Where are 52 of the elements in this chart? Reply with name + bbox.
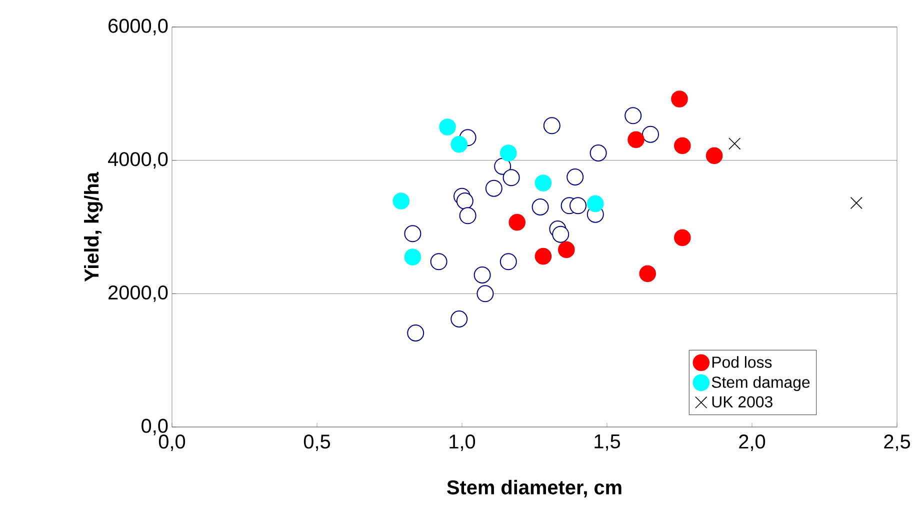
x-tick-label: 1,0 [450, 434, 476, 451]
y-tick-label: 4000,0 [108, 152, 168, 169]
y-axis-title: Yield, kg/ha [84, 172, 103, 282]
point [587, 195, 604, 212]
point [439, 118, 456, 136]
point [570, 197, 587, 214]
x-tick-label: 2,0 [739, 434, 766, 451]
point [500, 253, 517, 270]
point [566, 168, 584, 186]
point [407, 324, 424, 342]
point [502, 169, 520, 186]
point [534, 174, 552, 192]
x-tick-label: 0,5 [304, 434, 330, 451]
point [508, 214, 526, 231]
y-tick-label: 6000,0 [108, 18, 168, 36]
legend-label: Pod loss [712, 356, 772, 368]
point [476, 285, 494, 302]
x-tick-label: 0,0 [158, 434, 186, 451]
y-tick-label: 0,0 [142, 418, 168, 436]
point [450, 310, 468, 328]
point [543, 117, 560, 134]
point [404, 248, 422, 266]
point [639, 265, 656, 282]
point [850, 196, 862, 210]
point [552, 226, 570, 243]
legend-label: Stem damage [712, 376, 810, 392]
y-tick-label: 2000,0 [108, 285, 168, 302]
point [485, 180, 502, 197]
point [706, 147, 723, 164]
point [624, 107, 642, 124]
x-axis-title: Stem diameter, cm [447, 480, 622, 498]
point [534, 248, 552, 265]
point [404, 225, 422, 242]
point [674, 229, 691, 246]
point [450, 136, 468, 153]
point [642, 126, 660, 143]
point [671, 90, 688, 108]
point [392, 192, 410, 210]
point [459, 207, 476, 224]
point [532, 198, 549, 216]
point [558, 241, 575, 258]
x-tick-label: 2,5 [884, 434, 910, 451]
point [430, 253, 448, 270]
point [674, 137, 691, 154]
point [590, 144, 607, 162]
point [500, 144, 517, 162]
point [456, 192, 474, 210]
legend-label: UK 2003 [712, 396, 772, 408]
point [474, 266, 491, 284]
point [628, 131, 644, 148]
point [728, 138, 741, 150]
x-tick-label: 1,5 [594, 434, 620, 451]
